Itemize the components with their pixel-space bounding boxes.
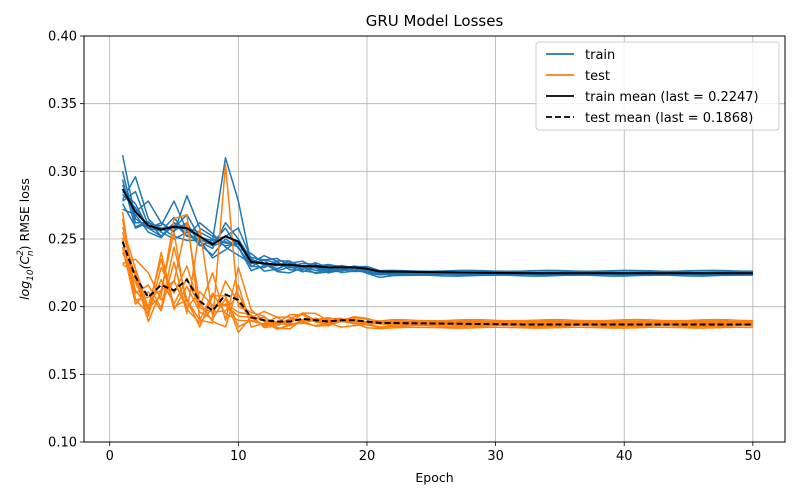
y-tick-label: 0.10	[48, 436, 77, 451]
x-tick-label: 20	[359, 449, 376, 464]
y-tick-label: 0.40	[48, 30, 77, 45]
series-layer	[121, 154, 753, 334]
x-tick-label: 30	[487, 449, 504, 464]
x-tick-label: 10	[230, 449, 247, 464]
x-axis-label: Epoch	[415, 470, 453, 485]
y-tick-label: 0.30	[48, 165, 77, 180]
test-run-line	[121, 237, 753, 328]
y-axis-label-base: 10	[26, 269, 36, 281]
y-tick-label: 0.25	[48, 233, 77, 248]
train-mean-line	[121, 188, 753, 275]
x-tick-label: 0	[106, 449, 114, 464]
y-axis-label-sub: n	[26, 250, 36, 256]
y-axis-label-c: (C	[17, 256, 32, 270]
y-tick-label: 0.35	[48, 97, 77, 112]
train-run-line	[122, 157, 753, 273]
y-axis-label-log: log	[17, 281, 32, 300]
y-axis-label-exp: 2	[16, 250, 26, 256]
test-run-line	[122, 264, 753, 330]
test-mean-line	[121, 241, 753, 326]
y-axis-label: log10(C2n) RMSE loss	[16, 178, 36, 300]
legend-label-train-mean: train mean (last = 0.2247)	[585, 90, 759, 105]
legend-label-train: train	[585, 48, 615, 63]
ticks: 0 10 20 30 40 50 0.10 0.15 0.20 0.25 0.30 0.35 0.40	[48, 30, 761, 465]
legend-label-test-mean: test mean (last = 0.1868)	[585, 111, 753, 126]
y-axis-label-tail: ) RMSE loss	[17, 178, 32, 250]
legend-label-test: test	[585, 69, 610, 84]
y-tick-label: 0.15	[48, 368, 77, 383]
legend-box	[535, 41, 780, 131]
y-tick-label: 0.20	[48, 300, 77, 315]
legend: train test train mean (last = 0.2247) te…	[535, 41, 780, 131]
chart-title: GRU Model Losses	[366, 12, 504, 30]
x-tick-label: 40	[616, 449, 633, 464]
x-tick-label: 50	[745, 449, 762, 464]
